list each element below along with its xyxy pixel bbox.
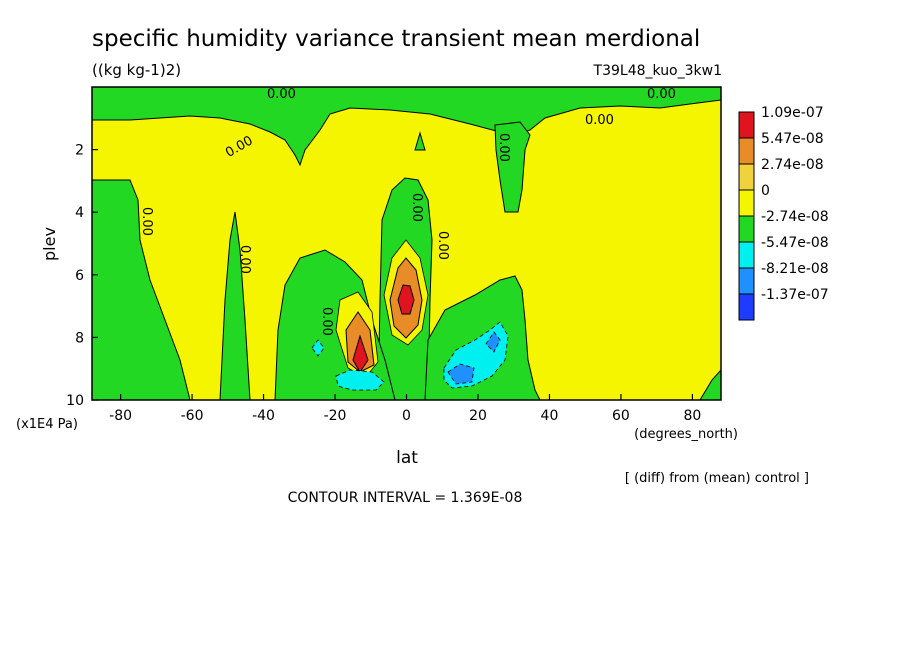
x-axis-units: (degrees_north) xyxy=(634,427,738,442)
legend-label: 1.09e-07 xyxy=(761,105,824,121)
plot-area: 0.00 0.00 0.00 0.00 0.00 0.00 0.00 0.00 … xyxy=(92,87,721,400)
contour-labels: 0.00 0.00 0.00 0.00 0.00 0.00 0.00 0.00 … xyxy=(139,87,676,336)
y-tick-label: 8 xyxy=(75,330,84,346)
region-negative-left-cyan xyxy=(335,369,385,391)
y-axis: 2 4 6 8 10 xyxy=(66,143,98,409)
legend-swatch xyxy=(738,267,755,295)
contour-label: 0.00 xyxy=(435,231,450,260)
region-negative-top-band xyxy=(92,87,721,167)
region-negative-small-spike xyxy=(414,131,426,151)
y-tick-label: 6 xyxy=(75,268,84,284)
contour-label: 0.00 xyxy=(319,307,334,336)
contour-label: 0.00 xyxy=(496,133,511,162)
contour-label: 0.00 xyxy=(139,207,154,236)
y-tick-label: 2 xyxy=(75,143,84,159)
x-tick-label: 80 xyxy=(683,408,701,424)
x-tick-label: 20 xyxy=(469,408,487,424)
x-axis: -80 -60 -40 -20 0 20 40 60 80 xyxy=(109,394,701,424)
legend-label: -8.21e-08 xyxy=(761,261,829,277)
y-axis-label: plev xyxy=(40,227,59,261)
x-tick-label: 60 xyxy=(612,408,630,424)
contour-label: 0.00 xyxy=(409,193,424,222)
x-axis-label: lat xyxy=(396,448,418,468)
x-tick-label: -20 xyxy=(324,408,347,424)
x-tick-label: 0 xyxy=(402,408,411,424)
region-negative-right-blue xyxy=(447,363,475,385)
region-negative-bottom-right xyxy=(699,369,721,400)
x-tick-label: 40 xyxy=(541,408,559,424)
legend-swatch xyxy=(738,163,755,191)
legend-label: 5.47e-08 xyxy=(761,131,824,147)
legend-label: 0 xyxy=(761,183,770,199)
legend-swatch xyxy=(738,189,755,217)
y-tick-label: 10 xyxy=(66,393,84,409)
x-tick-label: -60 xyxy=(181,408,204,424)
chart-units: ((kg kg-1)2) xyxy=(92,61,181,79)
region-positive-left-red xyxy=(352,334,369,373)
legend: 1.09e-07 5.47e-08 2.74e-08 0 -2.74e-08 -5.47e… xyxy=(738,105,829,321)
region-negative-left-cyan-2 xyxy=(311,339,325,357)
x-tick-label: -40 xyxy=(252,408,275,424)
contour-label: 0.00 xyxy=(585,113,614,128)
contour-label: 0.00 xyxy=(237,245,252,274)
contour-interval: CONTOUR INTERVAL = 1.369E-08 xyxy=(288,490,523,506)
region-negative-left-spike xyxy=(219,211,251,400)
diff-note: [ (diff) from (mean) control ] xyxy=(625,471,809,486)
legend-label: 2.74e-08 xyxy=(761,157,824,173)
contour-label: 0.00 xyxy=(647,87,676,102)
legend-label: -5.47e-08 xyxy=(761,235,829,251)
region-negative-right-blue-2 xyxy=(485,331,501,353)
legend-label: -2.74e-08 xyxy=(761,209,829,225)
chart-title: specific humidity variance transient mea… xyxy=(92,26,700,52)
y-tick-label: 4 xyxy=(75,205,84,221)
x-tick-label: -80 xyxy=(109,408,132,424)
y-axis-units: (x1E4 Pa) xyxy=(16,417,78,432)
legend-swatch xyxy=(738,215,755,243)
contour-label: 0.00 xyxy=(267,87,296,102)
region-negative-left-column xyxy=(92,179,191,400)
legend-label: -1.37e-07 xyxy=(761,287,829,303)
region-negative-upper-right xyxy=(494,121,531,213)
legend-swatch xyxy=(738,241,755,269)
legend-swatch xyxy=(738,111,755,139)
legend-swatch xyxy=(738,137,755,165)
region-positive-center-red xyxy=(397,284,415,315)
run-label: T39L48_kuo_3kw1 xyxy=(593,63,722,79)
legend-swatch xyxy=(738,293,755,321)
